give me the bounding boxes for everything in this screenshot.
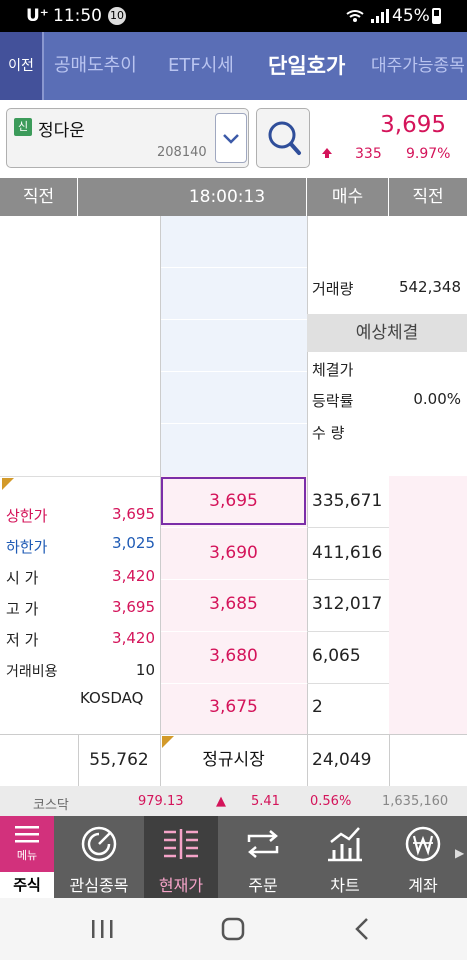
stock-dropdown-button[interactable] (215, 113, 247, 163)
corner-marker (2, 478, 14, 490)
index-value: 979.13 (138, 794, 184, 809)
tab-etf[interactable]: ETF시세 (168, 55, 234, 76)
nav-current-price[interactable]: 현재가 (144, 816, 218, 898)
open-price-value: 3,420 (112, 567, 155, 585)
sell-total: 55,762 (89, 750, 149, 770)
lower-limit-value: 3,025 (112, 534, 155, 552)
chevron-down-icon (223, 128, 239, 149)
bid-qty: 335,671 (312, 491, 383, 511)
buy-total: 24,049 (312, 750, 372, 770)
open-price-label: 시 가 (6, 569, 39, 587)
bid-qty: 6,065 (312, 646, 361, 666)
bid-price[interactable]: 3,685 (209, 594, 258, 614)
index-change: 5.41 (251, 794, 280, 809)
expected-rate-label: 등락률 (312, 392, 354, 410)
market-index-bar[interactable]: 코스닥 979.13 ▲ 5.41 0.56% 1,635,160 (0, 786, 467, 816)
status-bar: U⁺ 11:50 10 45% (0, 0, 467, 32)
bottom-navigation: 메뉴 주식 관심종목 현재가 (0, 816, 467, 898)
upper-limit-label: 상한가 (6, 507, 48, 525)
high-price-label: 고 가 (6, 600, 39, 618)
back-button[interactable]: 이전 (0, 32, 44, 100)
expected-execution-title: 예상체결 (307, 314, 467, 352)
bid-price[interactable]: 3,675 (209, 697, 258, 717)
up-arrow-icon (321, 147, 333, 163)
session-label: 정규시장 (202, 750, 265, 770)
nav-chart-label: 차트 (330, 876, 360, 895)
low-price-label: 저 가 (6, 631, 39, 649)
hamburger-icon (15, 826, 39, 849)
stock-selector[interactable]: 신 정다운 208140 (6, 108, 249, 168)
expected-price-label: 체결가 (312, 361, 354, 379)
header-buy: 매수 (307, 178, 389, 216)
bid-price-column (160, 476, 307, 734)
stock-name: 정다운 (38, 121, 85, 141)
bid-qty: 312,017 (312, 594, 383, 614)
system-navigation-bar (0, 898, 467, 960)
high-price-value: 3,695 (112, 598, 155, 616)
back-nav-icon[interactable] (353, 916, 371, 946)
nav-chart[interactable]: 차트 (308, 816, 382, 898)
trade-cost-label: 거래비용 (6, 664, 58, 680)
tab-borrowable-stocks[interactable]: 대주가능종목 (371, 56, 465, 76)
header-time: 18:00:13 (78, 178, 307, 216)
recent-apps-icon[interactable] (88, 918, 116, 944)
trade-cost-value: 10 (135, 661, 155, 679)
nav-account-label: 계좌 (408, 876, 438, 895)
bid-prev-column (389, 476, 467, 734)
nav-current-price-label: 현재가 (158, 876, 204, 895)
nav-order[interactable]: 주문 (226, 816, 300, 898)
price-change: 335 (355, 146, 382, 162)
session-corner-marker (162, 736, 174, 748)
nav-account[interactable]: 계좌 (390, 816, 456, 898)
price-change-percent: 9.97% (406, 146, 451, 162)
tab-short-selling[interactable]: 공매도추이 (54, 55, 137, 76)
search-icon (257, 121, 311, 173)
market-label: KOSDAQ (80, 689, 144, 707)
volume-label: 거래량 (312, 280, 354, 298)
clock: 11:50 (53, 6, 102, 26)
battery-icon (432, 8, 441, 24)
bid-price[interactable]: 3,680 (209, 646, 258, 666)
new-listing-badge: 신 (14, 118, 32, 136)
current-price-highlight (161, 477, 306, 525)
header-prev-right: 직전 (412, 187, 444, 207)
notification-badge: 10 (108, 7, 126, 25)
expected-qty-label: 수 량 (312, 424, 345, 442)
wifi-signal-icon (345, 9, 389, 27)
low-price-value: 3,420 (112, 629, 155, 647)
index-name: 코스닥 (33, 798, 69, 813)
nav-order-label: 주문 (248, 876, 278, 895)
bid-qty: 411,616 (312, 543, 383, 563)
stock-info-panel: 신 정다운 208140 3,695 335 9.97% (0, 100, 467, 178)
ask-price-column (160, 216, 307, 476)
nav-watchlist-label: 관심종목 (69, 876, 129, 895)
menu-caption: 주식 (0, 872, 54, 898)
screen-tab-bar: 이전 공매도추이 ETF시세 단일호가 대주가능종목 (0, 32, 467, 100)
battery-percent: 45% (392, 6, 430, 26)
carrier-label: U⁺ (26, 6, 49, 26)
volume-value: 542,348 (398, 278, 461, 296)
home-icon[interactable] (220, 916, 246, 946)
index-change-percent: 0.56% (310, 794, 352, 809)
search-button[interactable] (256, 108, 310, 168)
menu-button[interactable]: 메뉴 (0, 816, 54, 872)
index-volume: 1,635,160 (382, 794, 449, 809)
tab-single-price[interactable]: 단일호가 (268, 54, 346, 78)
bid-price[interactable]: 3,695 (209, 491, 258, 511)
order-book-header: 직전 18:00:13 매수 직전 (0, 178, 467, 216)
current-price: 3,695 (380, 112, 446, 138)
lower-limit-label: 하한가 (6, 538, 48, 556)
menu-label: 메뉴 (16, 849, 38, 862)
nav-watchlist[interactable]: 관심종목 (62, 816, 136, 898)
bid-price[interactable]: 3,690 (209, 543, 258, 563)
order-book: 거래량 542,348 예상체결 체결가 등락률 0.00% 수 량 3,695… (0, 216, 467, 786)
bid-qty: 2 (312, 697, 323, 717)
upper-limit-value: 3,695 (112, 505, 155, 523)
expected-rate-value: 0.00% (413, 390, 461, 408)
header-prev-left: 직전 (0, 178, 78, 216)
nav-more-arrow-icon[interactable]: ▶ (455, 846, 465, 860)
stock-code: 208140 (157, 145, 207, 160)
index-up-arrow-icon: ▲ (216, 794, 226, 809)
